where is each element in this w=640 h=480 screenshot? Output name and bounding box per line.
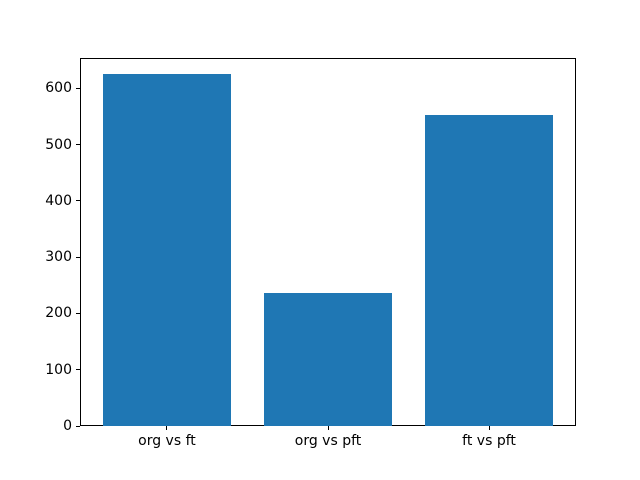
x-tick-mark [488,426,490,430]
y-tick-label: 400 [45,192,72,209]
x-tick-mark [166,426,168,430]
y-tick-mark [76,200,80,202]
y-tick-label: 100 [45,361,72,378]
y-tick-mark [76,425,80,427]
x-tick-mark [327,426,329,430]
y-tick-mark [76,312,80,314]
y-tick-label: 500 [45,136,72,153]
bar-org-vs-pft [263,293,393,426]
y-tick-label: 600 [45,80,72,97]
y-tick-label: 200 [45,305,72,322]
y-tick-mark [76,256,80,258]
x-tick-label: org vs pft [294,433,362,449]
y-tick-mark [76,369,80,371]
y-tick-label: 0 [63,418,72,434]
y-tick-mark [76,87,80,89]
x-tick-label: ft vs pft [462,433,516,449]
y-tick-mark [76,144,80,146]
bar-ft-vs-pft [424,114,554,426]
x-tick-label: org vs ft [138,433,196,449]
bar-org-vs-ft [102,74,232,426]
y-tick-label: 300 [45,249,72,266]
